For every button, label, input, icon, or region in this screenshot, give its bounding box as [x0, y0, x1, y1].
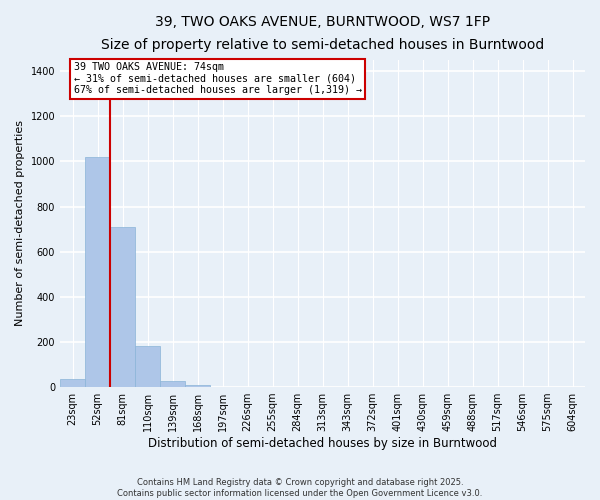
Bar	[135, 346, 160, 387]
Y-axis label: Number of semi-detached properties: Number of semi-detached properties	[15, 120, 25, 326]
Title: 39, TWO OAKS AVENUE, BURNTWOOD, WS7 1FP
Size of property relative to semi-detach: 39, TWO OAKS AVENUE, BURNTWOOD, WS7 1FP …	[101, 15, 544, 52]
Bar	[60, 379, 85, 387]
X-axis label: Distribution of semi-detached houses by size in Burntwood: Distribution of semi-detached houses by …	[148, 437, 497, 450]
Text: 39 TWO OAKS AVENUE: 74sqm
← 31% of semi-detached houses are smaller (604)
67% of: 39 TWO OAKS AVENUE: 74sqm ← 31% of semi-…	[74, 62, 362, 96]
Bar	[160, 381, 185, 387]
Bar	[85, 157, 110, 387]
Bar	[110, 227, 135, 387]
Text: Contains HM Land Registry data © Crown copyright and database right 2025.
Contai: Contains HM Land Registry data © Crown c…	[118, 478, 482, 498]
Bar	[185, 385, 210, 387]
